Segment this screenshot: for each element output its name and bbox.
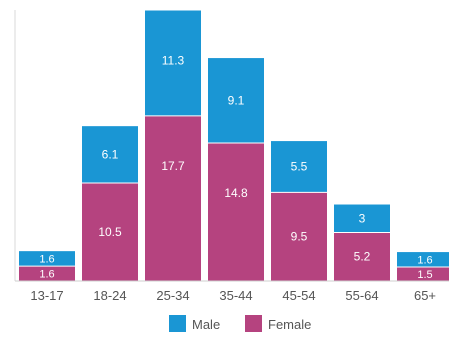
bar-male-25-34[interactable]: [145, 10, 201, 116]
x-tick-label-45-54: 45-54: [282, 288, 315, 303]
x-tick-label-35-44: 35-44: [219, 288, 252, 303]
bar-female-35-44[interactable]: [208, 142, 264, 281]
data-label-female-25-34: 17.7: [161, 159, 185, 173]
data-label-male-13-17: 1.6: [39, 254, 54, 266]
bar-male-13-17[interactable]: [19, 251, 75, 267]
legend-label-female: Female: [268, 317, 311, 332]
data-label-male-18-24: 6.1: [102, 148, 119, 162]
legend-label-male: Male: [192, 317, 220, 332]
x-tick-label-65: 65+: [414, 288, 436, 303]
bar-male-45-54[interactable]: [271, 141, 327, 193]
data-label-male-35-44: 9.1: [228, 94, 245, 108]
bar-female-25-34[interactable]: [145, 115, 201, 281]
legend-item-female[interactable]: Female: [245, 315, 311, 332]
bar-male-55-64[interactable]: [334, 204, 390, 233]
bar-male-65[interactable]: [397, 252, 449, 268]
legend: Male Female: [169, 315, 311, 332]
x-tick-label-25-34: 25-34: [156, 288, 189, 303]
x-tick-label-18-24: 18-24: [93, 288, 126, 303]
bar-female-65[interactable]: [397, 267, 449, 281]
bar-female-13-17[interactable]: [19, 266, 75, 281]
data-labels-layer: 1.6 1.6 10.5 6.1 17.7 11.3 14.8 9.1 9.5 5.5 5.2 3 1.…: [39, 54, 432, 282]
x-tick-labels: 13-17 18-24 25-34 35-44 45-54 55-64 65+: [30, 288, 436, 303]
bar-male-35-44[interactable]: [208, 58, 264, 143]
data-label-female-65: 1.5: [417, 269, 432, 281]
bar-male-18-24[interactable]: [82, 126, 138, 184]
data-label-male-55-64: 3: [359, 212, 366, 226]
data-label-female-35-44: 14.8: [224, 186, 248, 200]
bars-layer: [19, 10, 449, 281]
legend-item-male[interactable]: Male: [169, 315, 220, 332]
legend-swatch-female: [245, 315, 262, 332]
bar-female-45-54[interactable]: [271, 192, 327, 281]
data-label-male-25-34: 11.3: [162, 54, 185, 68]
x-tick-label-55-64: 55-64: [345, 288, 378, 303]
data-label-female-55-64: 5.2: [354, 250, 371, 264]
data-label-female-45-54: 9.5: [291, 230, 308, 244]
x-tick-label-13-17: 13-17: [30, 288, 63, 303]
bar-female-55-64[interactable]: [334, 232, 390, 281]
bar-female-18-24[interactable]: [82, 183, 138, 281]
data-label-male-45-54: 5.5: [291, 160, 308, 174]
data-label-female-18-24: 10.5: [98, 225, 122, 239]
legend-swatch-male: [169, 315, 186, 332]
data-label-male-65: 1.6: [417, 255, 432, 267]
data-label-female-13-17: 1.6: [39, 269, 54, 281]
